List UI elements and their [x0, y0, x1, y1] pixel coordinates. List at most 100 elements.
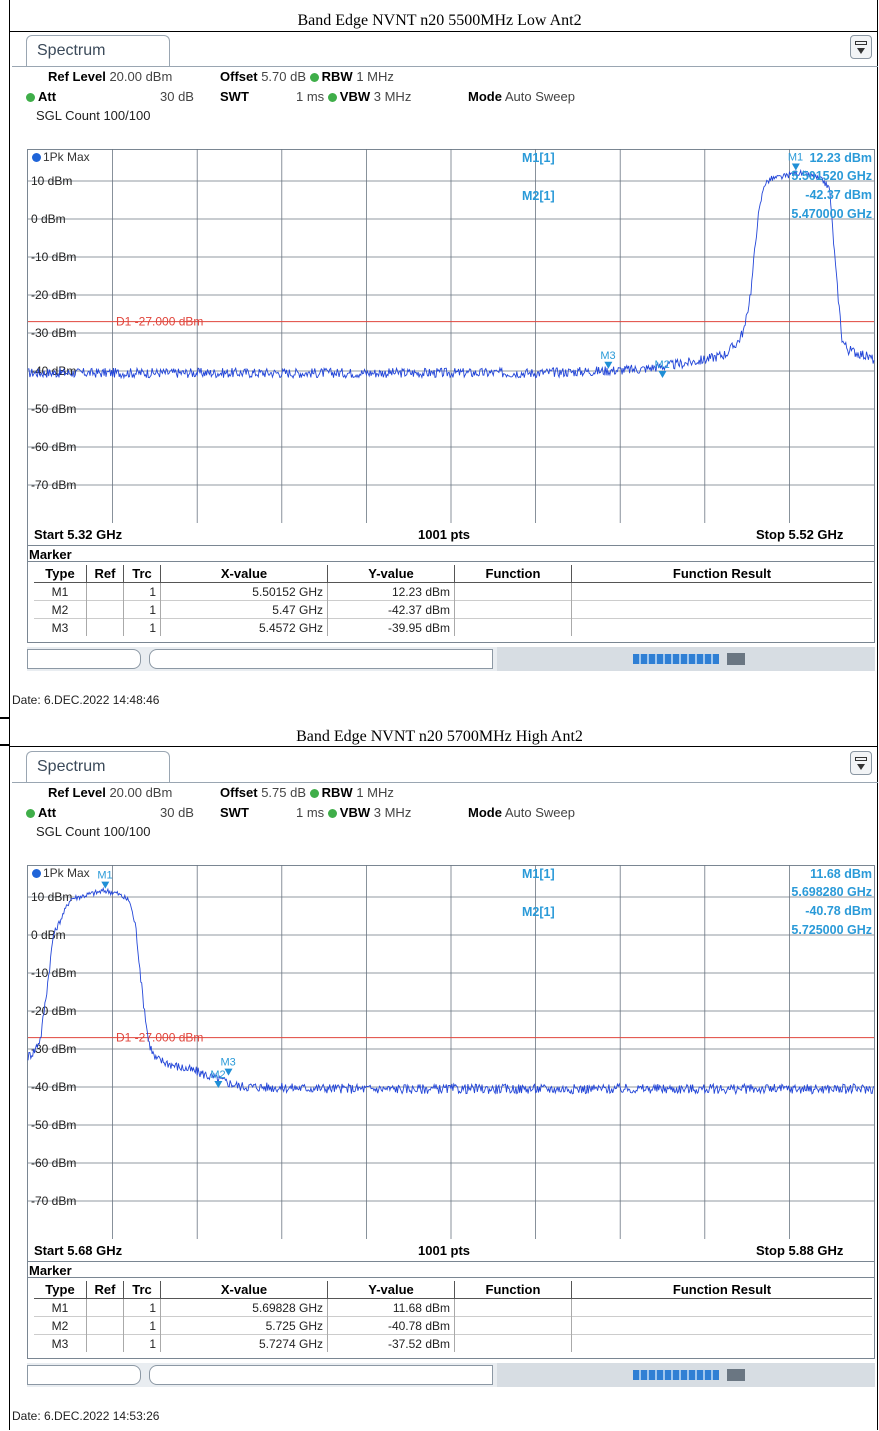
spectrum-panel: Spectrum Ref Level 20.00 dBm Offset 5.75… [12, 749, 878, 1409]
cell-x: 5.725 GHz [160, 1316, 328, 1335]
sweep-mode: Mode Auto Sweep [468, 89, 575, 104]
status-indicator-icon [727, 1369, 745, 1381]
cell-function-result [571, 582, 872, 601]
cell-y: 12.23 dBm [327, 582, 455, 601]
marker-m1-label: M1 [788, 152, 803, 164]
settings-dropdown-icon[interactable] [850, 751, 872, 775]
col-ref: Ref [86, 565, 124, 583]
spectrum-panel: Spectrum Ref Level 20.00 dBm Offset 5.70… [12, 33, 878, 693]
cell-function [454, 582, 572, 601]
cell-type: M1 [34, 582, 87, 601]
marker-m1-icon [791, 163, 800, 171]
ref-level: Ref Level 20.00 dBm [48, 69, 173, 84]
grid-lines [28, 149, 874, 523]
y-tick-label: -50 dBm [31, 1118, 76, 1132]
cell-y: -40.78 dBm [327, 1316, 455, 1335]
marker-table-box [27, 545, 875, 643]
att-value: 30 dB [160, 89, 194, 104]
sweep-points: 1001 pts [418, 527, 471, 542]
col-ref: Ref [86, 1281, 124, 1299]
vbw-status-icon [327, 93, 337, 103]
cell-trc: 1 [123, 1334, 161, 1352]
col-x-value: X-value [160, 1281, 328, 1299]
status-field-left[interactable] [27, 1365, 141, 1385]
tab-spectrum[interactable]: Spectrum [26, 35, 170, 67]
marker-m2-label: M2 [210, 1069, 225, 1081]
threshold-label: D1 -27.000 dBm [116, 1031, 203, 1045]
m2-readout-value: -42.37 dBm [805, 188, 872, 202]
cell-type: M3 [34, 618, 87, 636]
sweep-points: 1001 pts [418, 1243, 471, 1258]
vbw: 1 ms VBW 3 MHz [296, 89, 412, 104]
cell-function-result [571, 618, 872, 636]
status-field-left[interactable] [27, 649, 141, 669]
col-y-value: Y-value [327, 565, 455, 583]
attenuation: Att [26, 89, 56, 104]
col-y-value: Y-value [327, 1281, 455, 1299]
cell-type: M3 [34, 1334, 87, 1352]
sweep-progress-bar [633, 1370, 719, 1380]
sweep-time: SWT [220, 89, 249, 104]
settings-dropdown-icon[interactable] [850, 35, 872, 59]
threshold-label: D1 -27.000 dBm [116, 315, 203, 329]
cell-x: 5.4572 GHz [160, 618, 328, 636]
m1-readout-value: 11.68 dBm [810, 867, 872, 881]
marker-table-title: Marker [29, 1263, 72, 1278]
y-tick-label: 10 dBm [31, 174, 72, 188]
tab-spectrum[interactable]: Spectrum [26, 751, 170, 783]
cell-trc: 1 [123, 600, 161, 619]
m1-readout-label: M1[1] [522, 151, 555, 165]
table-row: M2 1 5.47 GHz -42.37 dBm [34, 600, 872, 619]
offset: Offset 5.75 dB RBW 1 MHz [220, 785, 394, 800]
cell-trc: 1 [123, 1298, 161, 1317]
y-tick-label: -20 dBm [31, 1004, 76, 1018]
m2-readout-value: -40.78 dBm [805, 904, 872, 918]
col-function-result: Function Result [571, 565, 872, 583]
cell-ref [86, 618, 124, 636]
status-field-message[interactable] [149, 649, 493, 669]
m2-readout-label: M2[1] [522, 189, 555, 203]
stop-frequency: Stop 5.52 GHz [756, 527, 844, 542]
table-row: M1 1 5.69828 GHz 11.68 dBm [34, 1298, 872, 1317]
y-tick-label: -40 dBm [31, 1080, 76, 1094]
col-function: Function [454, 565, 572, 583]
cell-y: -37.52 dBm [327, 1334, 455, 1352]
marker-table-box [27, 1261, 875, 1359]
cell-function-result [571, 1316, 872, 1335]
capture-date: Date: 6.DEC.2022 14:53:26 [12, 1409, 160, 1423]
col-trc: Trc [123, 1281, 161, 1299]
cell-type: M2 [34, 600, 87, 619]
col-type: Type [34, 1281, 87, 1299]
y-tick-label: 10 dBm [31, 890, 72, 904]
sweep-mode: Mode Auto Sweep [468, 805, 575, 820]
vbw: 1 ms VBW 3 MHz [296, 805, 412, 820]
trace-1 [27, 886, 875, 1096]
trace-icon [32, 153, 41, 163]
figure-title: Band Edge NVNT n20 5500MHz Low Ant2 [297, 12, 582, 29]
marker-m3-icon [604, 361, 613, 369]
marker-m3-label: M3 [600, 350, 615, 362]
status-field-message[interactable] [149, 1365, 493, 1385]
m2-readout-label: M2[1] [522, 905, 555, 919]
cell-function-result [571, 600, 872, 619]
tab-label: Spectrum [37, 758, 106, 775]
marker-m1-label: M1 [97, 870, 112, 882]
m1-readout-value: 12.23 dBm [809, 151, 872, 165]
title-rule [9, 746, 878, 747]
y-tick-label: 0 dBm [31, 928, 66, 942]
sweep-progress-bar [633, 654, 719, 664]
cell-function-result [571, 1334, 872, 1352]
cell-y: 11.68 dBm [327, 1298, 455, 1317]
col-function-result: Function Result [571, 1281, 872, 1299]
status-indicator-icon [727, 653, 745, 665]
marker-m3-label: M3 [221, 1057, 236, 1069]
cell-y: -39.95 dBm [327, 618, 455, 636]
status-bar [27, 1363, 875, 1387]
cell-ref [86, 1298, 124, 1317]
page-frame [9, 0, 878, 1430]
y-tick-label: 0 dBm [31, 212, 66, 226]
capture-date: Date: 6.DEC.2022 14:48:46 [12, 693, 160, 707]
marker-table: Type Ref Trc X-value Y-value Function Fu… [34, 565, 872, 636]
table-row: M3 1 5.4572 GHz -39.95 dBm [34, 618, 872, 636]
cell-function-result [571, 1298, 872, 1317]
